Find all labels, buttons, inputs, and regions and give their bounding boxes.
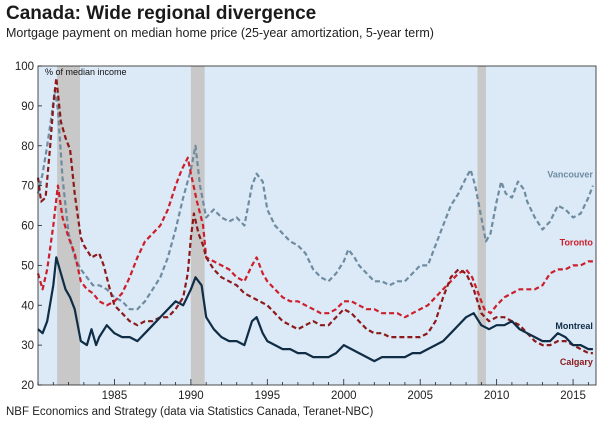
y-tick-label: 60: [21, 221, 34, 233]
series-line-vancouver: [36, 88, 594, 311]
y-tick-label: 70: [21, 181, 34, 193]
chart-title: Canada: Wide regional divergence: [6, 3, 317, 24]
recession-band-2: [190, 66, 205, 385]
x-tick-label: 2005: [407, 390, 433, 402]
series-label-vancouver: Vancouver: [547, 170, 593, 180]
y-tick-label: 50: [21, 260, 34, 272]
y-tick-label: 20: [21, 380, 34, 392]
y-tick-label: 100: [15, 61, 34, 73]
source-note: NBF Economics and Strategy (data via Sta…: [6, 406, 374, 418]
plot-area: [38, 66, 596, 385]
series-line-calgary: [36, 76, 593, 355]
unit-label: % of median income: [45, 67, 127, 77]
x-tick-label: 1995: [255, 390, 281, 402]
y-tick-label: 30: [21, 340, 34, 352]
recession-band-3: [477, 66, 486, 385]
series-label-toronto: Toronto: [560, 237, 594, 247]
x-tick-label: 2015: [560, 390, 586, 402]
series-label-montreal: Montreal: [555, 321, 593, 331]
series-label-calgary: Calgary: [560, 357, 593, 367]
x-tick-label: 2010: [484, 390, 510, 402]
y-tick-label: 90: [21, 101, 34, 113]
series-line-toronto: [36, 156, 593, 319]
y-tick-label: 40: [21, 300, 34, 312]
x-tick-label: 1990: [178, 390, 204, 402]
y-tick-label: 80: [21, 141, 34, 153]
x-tick-label: 2000: [331, 390, 357, 402]
x-tick-label: 1985: [102, 390, 128, 402]
series-line-montreal: [37, 256, 593, 363]
chart-subtitle: Mortgage payment on median home price (2…: [6, 26, 434, 40]
